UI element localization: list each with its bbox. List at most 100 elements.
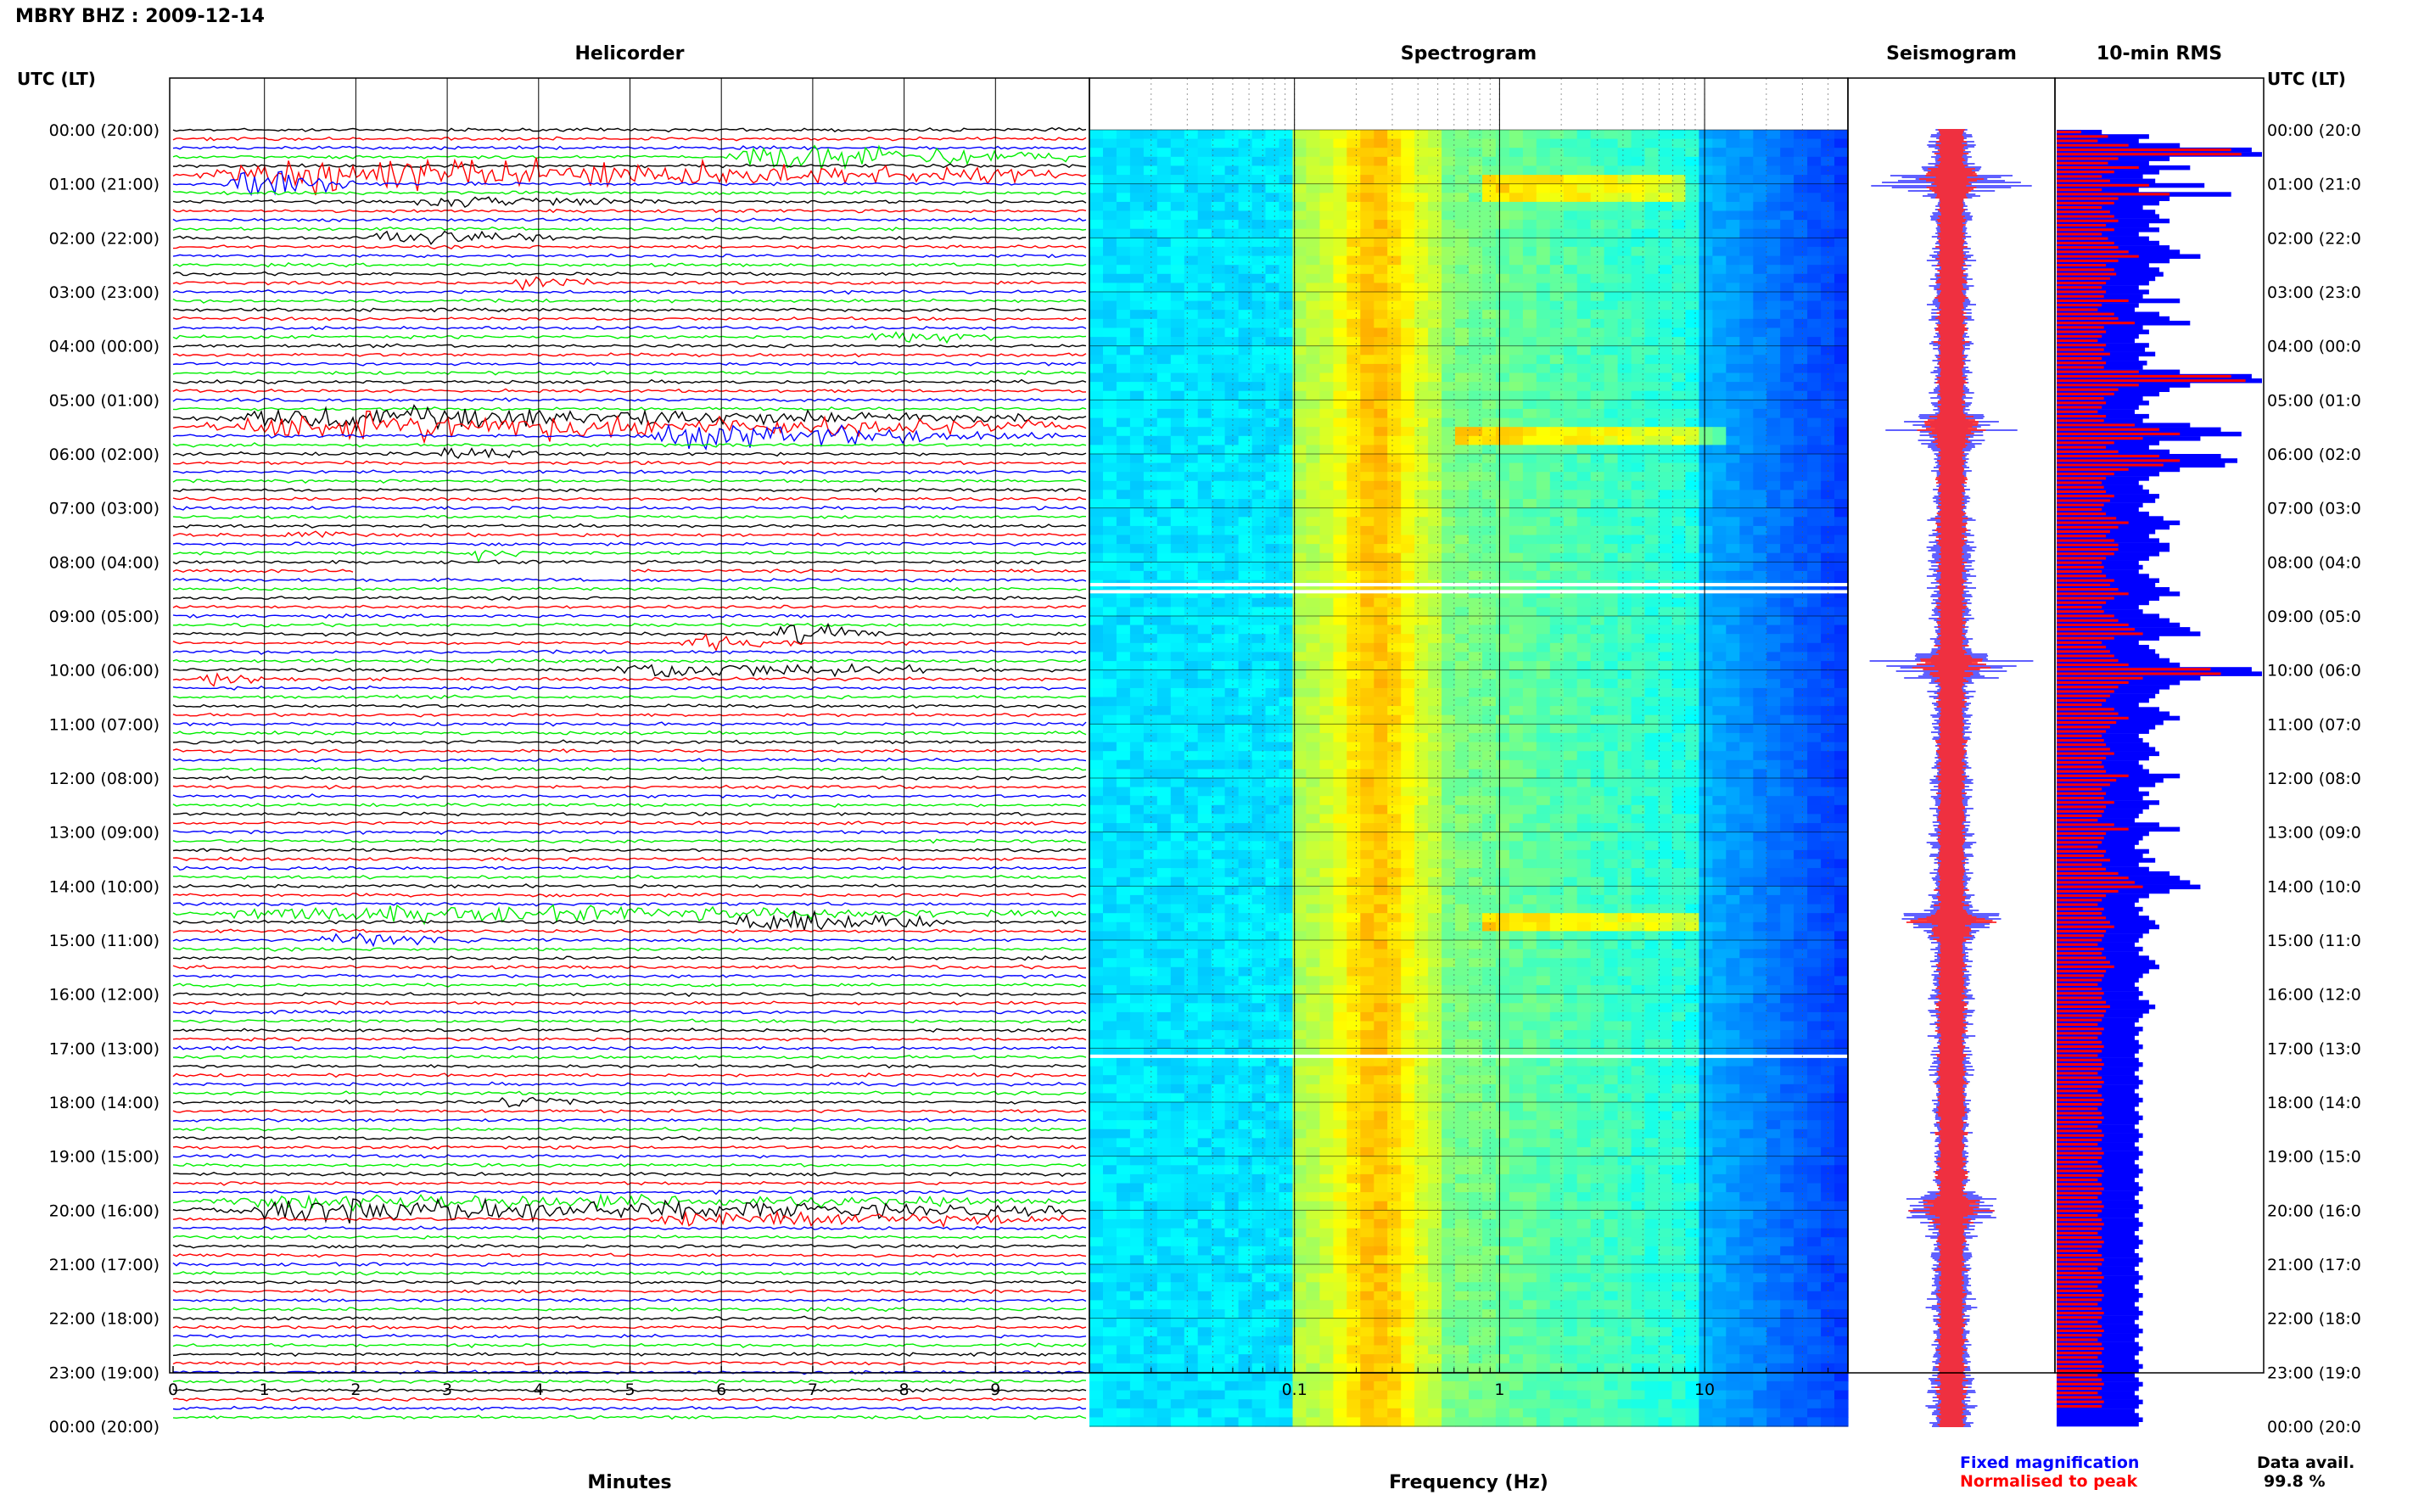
spectrogram-cell [1564,445,1578,454]
spectrogram-cell [1266,319,1280,328]
spectrogram-cell [1401,472,1415,481]
spectrogram-cell [1346,895,1361,904]
spectrogram-cell [1171,193,1185,202]
spectrogram-cell [1509,337,1524,346]
spectrogram-cell [1550,328,1565,337]
spectrogram-cell [1442,850,1456,860]
spectrogram-cell [1685,661,1699,670]
spectrogram-cell [1171,562,1185,571]
spectrogram-cell [1537,499,1551,508]
spectrogram-cell [1753,184,1767,193]
spectrogram-cell [1618,850,1632,860]
spectrogram-cell [1333,292,1347,301]
spectrogram-cell [1428,607,1442,616]
spectrogram-cell [1279,283,1294,292]
spectrogram-cell [1306,796,1320,805]
spectrogram-cell [1212,220,1226,229]
spectrogram-cell [1794,274,1808,283]
spectrogram-cell [1523,165,1537,175]
time-label-right: 00:00 (20:0 [2267,121,2361,140]
spectrogram-cell [1428,616,1442,625]
spectrogram-cell [1685,463,1699,473]
spectrogram-cell [1455,670,1470,680]
spectrogram-cell [1387,481,1402,490]
spectrogram-cell [1360,346,1374,356]
spectrogram-cell [1442,886,1456,895]
spectrogram-cell [1577,301,1592,311]
spectrogram-cell [1550,427,1565,436]
spectrogram-cell [1672,652,1687,661]
spectrogram-cell [1482,337,1497,346]
spectrogram-cell [1144,499,1158,508]
spectrogram-cell [1212,499,1226,508]
spectrogram-cell [1726,490,1740,499]
spectrogram-cell [1537,553,1551,563]
spectrogram-cell [1509,481,1524,490]
spectrogram-cell [1577,238,1592,247]
spectrogram-cell [1442,679,1456,688]
spectrogram-cell [1117,868,1131,877]
spectrogram-cell [1753,328,1767,337]
spectrogram-cell [1442,165,1456,175]
spectrogram-cell [1455,508,1470,518]
spectrogram-cell [1089,733,1104,742]
spectrogram-cell [1618,157,1632,166]
spectrogram-cell [1482,769,1497,778]
spectrogram-cell [1794,139,1808,148]
spectrogram-cell [1279,544,1294,553]
spectrogram-cell [1198,616,1212,625]
spectrogram-cell [1482,634,1497,643]
spectrogram-cell [1089,193,1104,202]
spectrogram-cell [1550,445,1565,454]
spectrogram-cell [1523,868,1537,877]
spectrogram-cell [1157,256,1172,266]
spectrogram-cell [1726,778,1740,787]
spectrogram-cell [1157,409,1172,418]
spectrogram-cell [1672,508,1687,518]
spectrogram-cell [1509,860,1524,869]
spectrogram-cell [1807,238,1822,247]
spectrogram-cell [1780,373,1794,383]
spectrogram-cell [1428,364,1442,373]
spectrogram-cell [1333,427,1347,436]
spectrogram-cell [1130,274,1145,283]
spectrogram-cell [1523,247,1537,256]
spectrogram-cell [1103,193,1117,202]
spectrogram-cell [1089,751,1104,760]
spectrogram-cell [1712,247,1727,256]
spectrogram-cell [1564,238,1578,247]
spectrogram-cell [1198,490,1212,499]
spectrogram-cell [1577,724,1592,733]
spectrogram-cell [1766,454,1781,463]
spectrogram-cell [1834,868,1849,877]
spectrogram-cell [1618,148,1632,157]
spectrogram-cell [1117,400,1131,409]
spectrogram-cell [1712,319,1727,328]
spectrogram-cell [1401,742,1415,752]
spectrogram-cell [1482,211,1497,221]
spectrogram-cell [1618,193,1632,202]
spectrogram-cell [1523,499,1537,508]
spectrogram-cell [1794,778,1808,787]
spectrogram-cell [1225,877,1240,887]
spectrogram-cell [1618,319,1632,328]
spectrogram-cell [1482,382,1497,391]
spectrogram-cell [1401,832,1415,842]
spectrogram-cell [1834,165,1849,175]
spectrogram-cell [1360,337,1374,346]
spectrogram-cell [1346,679,1361,688]
spectrogram-cell [1130,508,1145,518]
spectrogram-cell [1766,697,1781,707]
spectrogram-cell [1739,841,1754,850]
spectrogram-cell [1130,778,1145,787]
spectrogram-cell [1753,886,1767,895]
spectrogram-cell [1252,193,1267,202]
spectrogram-cell [1834,796,1849,805]
spectrogram-cell [1550,418,1565,428]
spectrogram-cell [1577,463,1592,473]
spectrogram-cell [1496,193,1510,202]
spectrogram-cell [1266,661,1280,670]
spectrogram-cell [1374,310,1388,319]
spectrogram-cell [1496,427,1510,436]
spectrogram-cell [1212,814,1226,823]
